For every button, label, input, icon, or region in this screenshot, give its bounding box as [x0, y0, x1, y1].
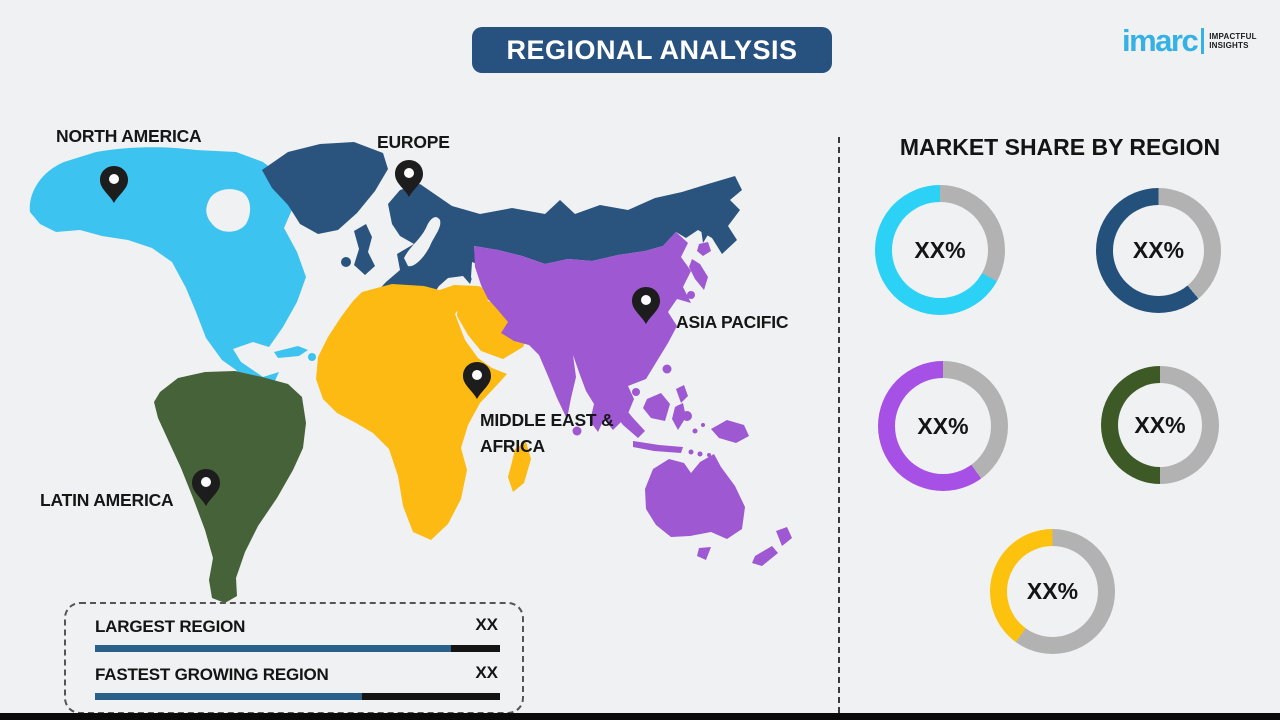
donut-value: XX% — [1026, 578, 1079, 604]
region-middle-east-africa — [316, 284, 531, 540]
donut-chart-latin-america: XX% — [1101, 366, 1219, 484]
donut-hole — [895, 378, 991, 474]
label-north-america: NORTH AMERICA — [56, 126, 202, 146]
region-europe — [262, 142, 742, 327]
largest-region-bar-fill — [95, 645, 452, 652]
label-asia-pacific: ASIA PACIFIC — [676, 312, 789, 332]
legend-box: LARGEST REGION XX FASTEST GROWING REGION… — [64, 602, 524, 714]
largest-region-bar — [95, 645, 500, 652]
donut-chart-middle-east-africa: XX% — [990, 529, 1115, 654]
bottom-edge-strip — [0, 713, 1280, 720]
donut-value: XX% — [914, 236, 966, 263]
label-latin-america: LATIN AMERICA — [40, 490, 174, 510]
fastest-growing-region-label: FASTEST GROWING REGION — [95, 665, 329, 684]
donut-chart-north-america: XX% — [875, 185, 1005, 315]
logo-separator — [1201, 28, 1205, 54]
donut-hole — [1007, 546, 1098, 637]
title-banner: REGIONAL ANALYSIS — [472, 27, 832, 73]
hudson-bay — [206, 189, 251, 232]
donut-value: XX% — [1132, 237, 1185, 263]
donut-hole — [1113, 205, 1204, 296]
donut-chart-asia-pacific: XX% — [878, 361, 1008, 491]
donut-value: XX% — [917, 412, 969, 439]
donut-value: XX% — [1134, 411, 1186, 438]
fastest-growing-region-bar — [95, 693, 500, 700]
market-share-title: MARKET SHARE BY REGION — [899, 134, 1221, 160]
largest-region-value: XX — [475, 615, 498, 634]
baltic-sea — [404, 217, 441, 267]
imarc-logo: imarc IMPACTFUL INSIGHTS — [1122, 23, 1257, 58]
fastest-growing-region-value: XX — [475, 663, 498, 682]
region-latin-america — [154, 371, 306, 603]
region-asia-pacific — [474, 232, 792, 566]
panel-divider — [838, 137, 840, 713]
label-europe: EUROPE — [377, 132, 450, 152]
donut-chart-europe: XX% — [1096, 188, 1221, 313]
logo-tagline: IMPACTFUL INSIGHTS — [1209, 32, 1257, 50]
largest-region-label: LARGEST REGION — [95, 617, 246, 636]
logo-brand-text: imarc — [1122, 23, 1199, 58]
page-title: REGIONAL ANALYSIS — [506, 34, 798, 65]
donut-hole — [892, 202, 988, 298]
label-middle-east-africa: MIDDLE EAST & AFRICA — [480, 410, 614, 456]
fastest-growing-region-bar-fill — [95, 693, 363, 700]
donut-hole — [1118, 383, 1202, 467]
